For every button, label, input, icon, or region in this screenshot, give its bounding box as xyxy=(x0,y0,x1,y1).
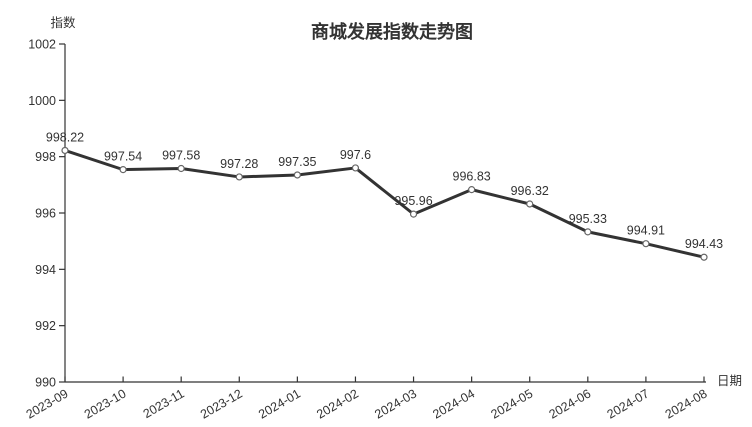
data-point-label: 995.33 xyxy=(569,212,607,226)
y-axis-name-label: 指数 xyxy=(50,16,76,30)
y-tick-label: 998 xyxy=(35,150,56,164)
data-point-marker xyxy=(584,228,592,236)
data-point-label: 994.91 xyxy=(627,224,665,238)
x-axis-name-label: 日期 xyxy=(717,374,743,388)
data-point-label: 996.32 xyxy=(511,184,549,198)
data-point-label: 996.83 xyxy=(453,170,491,184)
data-point-marker xyxy=(235,173,243,181)
x-tick-label: 2024-07 xyxy=(605,386,652,421)
data-point-marker xyxy=(119,166,127,174)
x-tick-label: 2023-11 xyxy=(141,386,187,421)
data-point-marker xyxy=(351,164,360,172)
data-line xyxy=(63,148,706,259)
x-tick-label: 2023-09 xyxy=(24,386,71,421)
x-tick-label: 2024-03 xyxy=(372,386,419,421)
x-tick-label: 2024-02 xyxy=(314,386,361,421)
y-tick-label: 996 xyxy=(35,207,56,221)
data-point-marker xyxy=(526,200,534,208)
y-tick-label: 1002 xyxy=(28,38,56,52)
data-point-label: 997.6 xyxy=(340,148,371,162)
y-tick-label: 990 xyxy=(35,376,56,390)
data-point-marker xyxy=(177,164,185,173)
x-tick-label: 2024-01 xyxy=(256,386,303,421)
data-point-marker xyxy=(700,253,708,261)
data-point-label: 995.96 xyxy=(394,194,432,208)
x-tick-label: 2024-04 xyxy=(430,386,477,421)
data-point-label: 997.58 xyxy=(162,148,200,162)
data-point-label: 994.43 xyxy=(685,237,723,251)
data-point-marker xyxy=(293,171,301,179)
y-tick-label: 994 xyxy=(35,263,56,277)
chart-title: 商城发展指数走势图 xyxy=(311,22,473,42)
data-point-label: 997.28 xyxy=(220,157,258,171)
x-tick-label: 2023-10 xyxy=(82,386,129,421)
y-tick-label: 1000 xyxy=(28,94,56,108)
x-tick-label: 2024-08 xyxy=(663,386,710,421)
x-tick-label: 2023-12 xyxy=(198,386,245,421)
x-tick-label: 2024-06 xyxy=(547,386,594,421)
data-point-marker xyxy=(61,146,69,155)
y-tick-label: 992 xyxy=(35,319,56,333)
data-point-label: 997.54 xyxy=(104,150,142,164)
data-point-marker xyxy=(468,186,476,194)
data-point-marker xyxy=(642,240,650,248)
data-point-label: 997.35 xyxy=(278,155,316,169)
data-point-label: 998.22 xyxy=(46,130,84,144)
data-point-marker xyxy=(409,210,418,218)
x-tick-label: 2024-05 xyxy=(488,386,535,421)
